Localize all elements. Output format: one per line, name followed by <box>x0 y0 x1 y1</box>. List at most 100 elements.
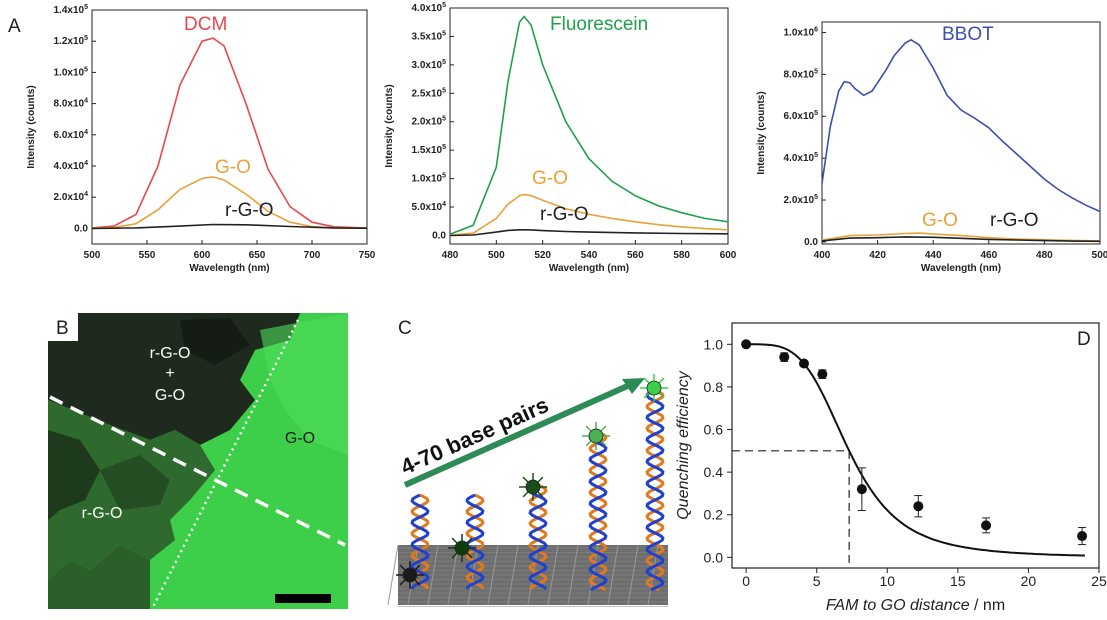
data-point <box>913 501 924 512</box>
dna-schematic-panel: C 4-70 base pairs <box>387 318 668 607</box>
x-tick-label: 500 <box>1092 250 1107 261</box>
x-tick-label: 5 <box>813 573 821 589</box>
y-tick-base: 0.0 <box>432 230 446 241</box>
plot-frame <box>821 21 1101 245</box>
y-tick-exponent: 5 <box>814 152 818 159</box>
x-axis-label: FAM to GO distance / nm <box>826 597 1005 614</box>
y-tick-base: 0.0 <box>804 237 818 248</box>
graphene-lattice-line <box>387 544 399 606</box>
y-tick-base: 5.0x10 <box>412 202 443 213</box>
y-axis-label: Quenching efficiency <box>675 370 692 520</box>
chart-title: DCM <box>184 14 227 35</box>
x-tick-label: 480 <box>442 250 459 261</box>
x-tick-label: 25 <box>1091 573 1107 589</box>
y-tick-base: 4.0x10 <box>412 3 443 14</box>
y-tick-label: 5.0x104 <box>412 201 447 213</box>
y-axis-label: Intensity (counts) <box>384 84 395 167</box>
x-tick-label: 15 <box>950 573 966 589</box>
y-tick-base: 6.0x10 <box>784 111 815 122</box>
x-tick-label: 460 <box>980 250 997 261</box>
y-tick-base: 1.0x10 <box>54 67 85 78</box>
fam-dye-marker <box>588 428 604 444</box>
series-line-go <box>821 232 1101 242</box>
x-axis-label: Wavelength (nm) <box>549 263 629 274</box>
y-tick-base: 1.0x10 <box>412 174 443 185</box>
y-tick-exponent: 5 <box>84 4 88 11</box>
y-tick-label: 0.4 <box>704 464 724 480</box>
y-tick-base: 3.5x10 <box>412 31 443 42</box>
series-label: r-G-O <box>540 204 589 225</box>
x-tick-label: 480 <box>1036 250 1053 261</box>
y-tick-exponent: 5 <box>814 194 818 201</box>
micro-label-top-2: + <box>165 365 174 382</box>
x-tick-label: 600 <box>720 250 737 261</box>
x-tick-label: 10 <box>879 573 895 589</box>
series-line-rgo <box>821 236 1101 243</box>
series-label: G-O <box>215 157 251 178</box>
x-axis-label-unit: / nm <box>970 597 1006 614</box>
series-label: r-G-O <box>225 200 274 221</box>
length-arrow-head <box>622 378 645 394</box>
dna-strand-blue <box>588 430 608 592</box>
rgo-flakes-top-2 <box>180 318 250 365</box>
y-tick-label: 8.0x104 <box>54 98 89 110</box>
y-tick-exponent: 5 <box>84 35 88 42</box>
y-tick-base: 2.0x10 <box>412 117 443 128</box>
x-tick-label: 700 <box>304 250 321 261</box>
go-lighter-right <box>260 313 348 455</box>
fam-dye-marker <box>525 479 541 495</box>
y-axis-label: Intensity (counts) <box>756 91 767 174</box>
fit-curve <box>746 343 1085 557</box>
x-tick-label: 520 <box>534 250 551 261</box>
x-tick-label: 600 <box>194 250 211 261</box>
y-tick-base: 1.5x10 <box>412 145 443 156</box>
y-tick-label: 1.0x105 <box>412 173 447 185</box>
length-arrow-shaft <box>403 381 634 488</box>
plot-frame <box>449 7 729 245</box>
y-tick-label: 1.0x105 <box>54 66 89 78</box>
x-tick-label: 500 <box>84 250 101 261</box>
data-point <box>981 520 992 531</box>
y-tick-label: 3.5x105 <box>412 30 447 42</box>
y-tick-exponent: 5 <box>442 59 446 66</box>
series-line-fluorescein <box>449 15 729 236</box>
y-tick-label: 2.0x105 <box>784 194 819 206</box>
y-tick-exponent: 5 <box>442 87 446 94</box>
data-point <box>779 352 790 363</box>
series-line-rgo <box>449 229 729 237</box>
micrograph-panel: B r-G-O + G-O G-O r-G-O <box>48 313 348 610</box>
y-tick-label: 8.0x105 <box>784 68 819 80</box>
y-tick-label: 0.2 <box>704 507 724 523</box>
series-line-go <box>449 193 729 236</box>
scale-bar <box>275 594 331 603</box>
y-tick-exponent: 5 <box>442 116 446 123</box>
y-tick-label: 1.0x106 <box>784 26 819 38</box>
x-axis-label-main: FAM to GO distance <box>826 597 970 614</box>
y-tick-label: 0.0 <box>74 223 88 234</box>
y-tick-exponent: 4 <box>84 129 88 136</box>
chart-dcm: 500 550 600 650 700 7500.02.0x1044.0x1046.0x1… <box>26 4 376 274</box>
series-line-go <box>91 176 368 229</box>
rgo-flakes-left <box>48 430 100 520</box>
y-tick-base: 4.0x10 <box>784 153 815 164</box>
y-tick-label: 1.5x105 <box>412 144 447 156</box>
x-tick-label: 440 <box>925 250 942 261</box>
data-point <box>741 339 752 350</box>
y-tick-label: 2.0x105 <box>412 116 447 128</box>
rgo-flakes-left-2 <box>100 455 170 510</box>
data-point <box>798 358 809 369</box>
chart-title: BBOT <box>942 24 994 45</box>
chart-bbot: 400 420 440 460 480 5000.02.0x1054.0x1056.0x1… <box>756 21 1107 274</box>
y-tick-base: 8.0x10 <box>54 99 85 110</box>
y-tick-label: 1.0 <box>704 336 724 352</box>
y-tick-label: 4.0x105 <box>784 152 819 164</box>
rgo-strip-bottom <box>48 545 150 609</box>
panel-letter-a: A <box>8 16 21 37</box>
x-axis-label: Wavelength (nm) <box>189 263 269 274</box>
y-tick-label: 2.5x105 <box>412 87 447 99</box>
data-point <box>856 484 867 495</box>
y-tick-base: 1.2x10 <box>54 36 85 47</box>
y-tick-label: 1.4x105 <box>54 4 89 16</box>
y-tick-exponent: 4 <box>84 160 88 167</box>
